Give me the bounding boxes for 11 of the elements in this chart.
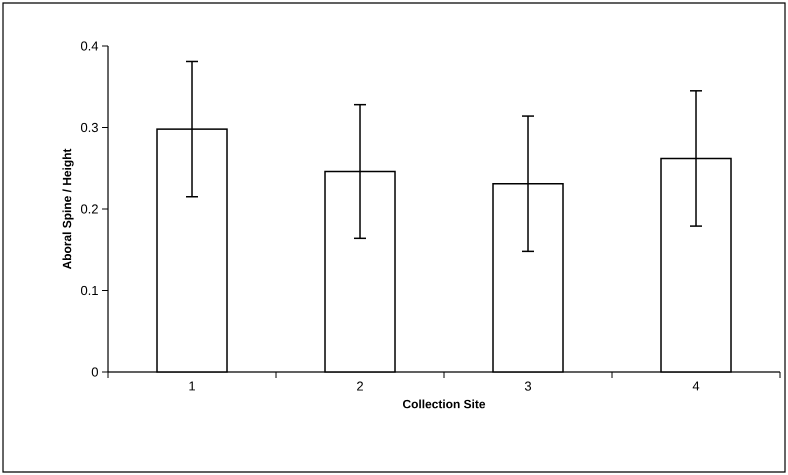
y-axis-title: Aboral Spine / Height xyxy=(62,148,74,270)
y-tick-label: 0.4 xyxy=(80,41,98,51)
x-tick-label: 4 xyxy=(692,382,700,390)
x-tick-label: 2 xyxy=(357,382,363,391)
y-tick-label: 0.3 xyxy=(80,122,98,132)
y-tick-label: 0.2 xyxy=(80,204,98,214)
x-tick-label: 1 xyxy=(189,382,195,390)
x-tick-label: 3 xyxy=(524,382,532,391)
y-tick-label: 0.1 xyxy=(80,286,98,296)
x-axis-title: Collection Site xyxy=(402,400,486,408)
y-tick-label: 0 xyxy=(92,367,98,377)
